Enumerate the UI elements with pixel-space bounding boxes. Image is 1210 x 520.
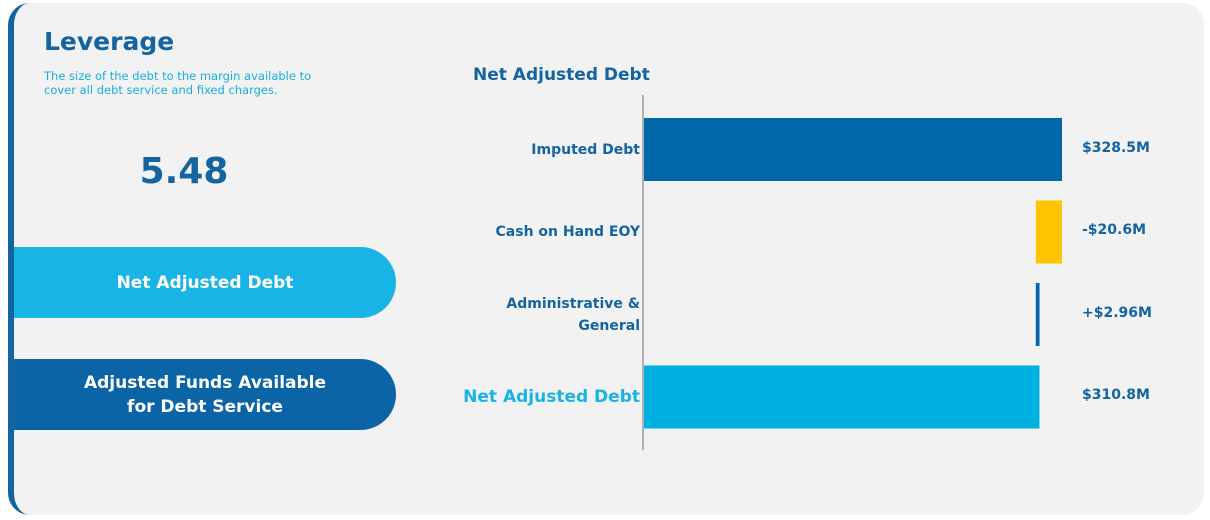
category-label: Net Adjusted Debt: [463, 387, 640, 407]
nav-button[interactable]: Net Adjusted Debt: [14, 247, 396, 318]
card-description: The size of the debt to the margin avail…: [44, 69, 312, 97]
value-label: $328.5M: [1082, 139, 1150, 156]
bar: [1035, 283, 1040, 346]
value-label: -$20.6M: [1082, 222, 1147, 238]
bar: [1035, 200, 1062, 264]
card-title: Leverage: [44, 27, 175, 56]
bar: [644, 118, 1062, 181]
category-label: Cash on Hand EOY: [495, 224, 640, 240]
leverage-value: 5.48: [139, 151, 229, 192]
value-label: +$2.96M: [1082, 304, 1152, 321]
chart: [642, 95, 1062, 450]
leverage-card: Leverage The size of the debt to the mar…: [8, 3, 1204, 515]
category-label: Imputed Debt: [531, 141, 640, 158]
bar: [644, 365, 1040, 429]
category-label: Administrative & General: [506, 295, 640, 334]
chart-title: Net Adjusted Debt: [473, 65, 650, 85]
nav-button[interactable]: Adjusted Funds Available for Debt Servic…: [14, 359, 396, 430]
value-label: $310.8M: [1082, 387, 1150, 403]
